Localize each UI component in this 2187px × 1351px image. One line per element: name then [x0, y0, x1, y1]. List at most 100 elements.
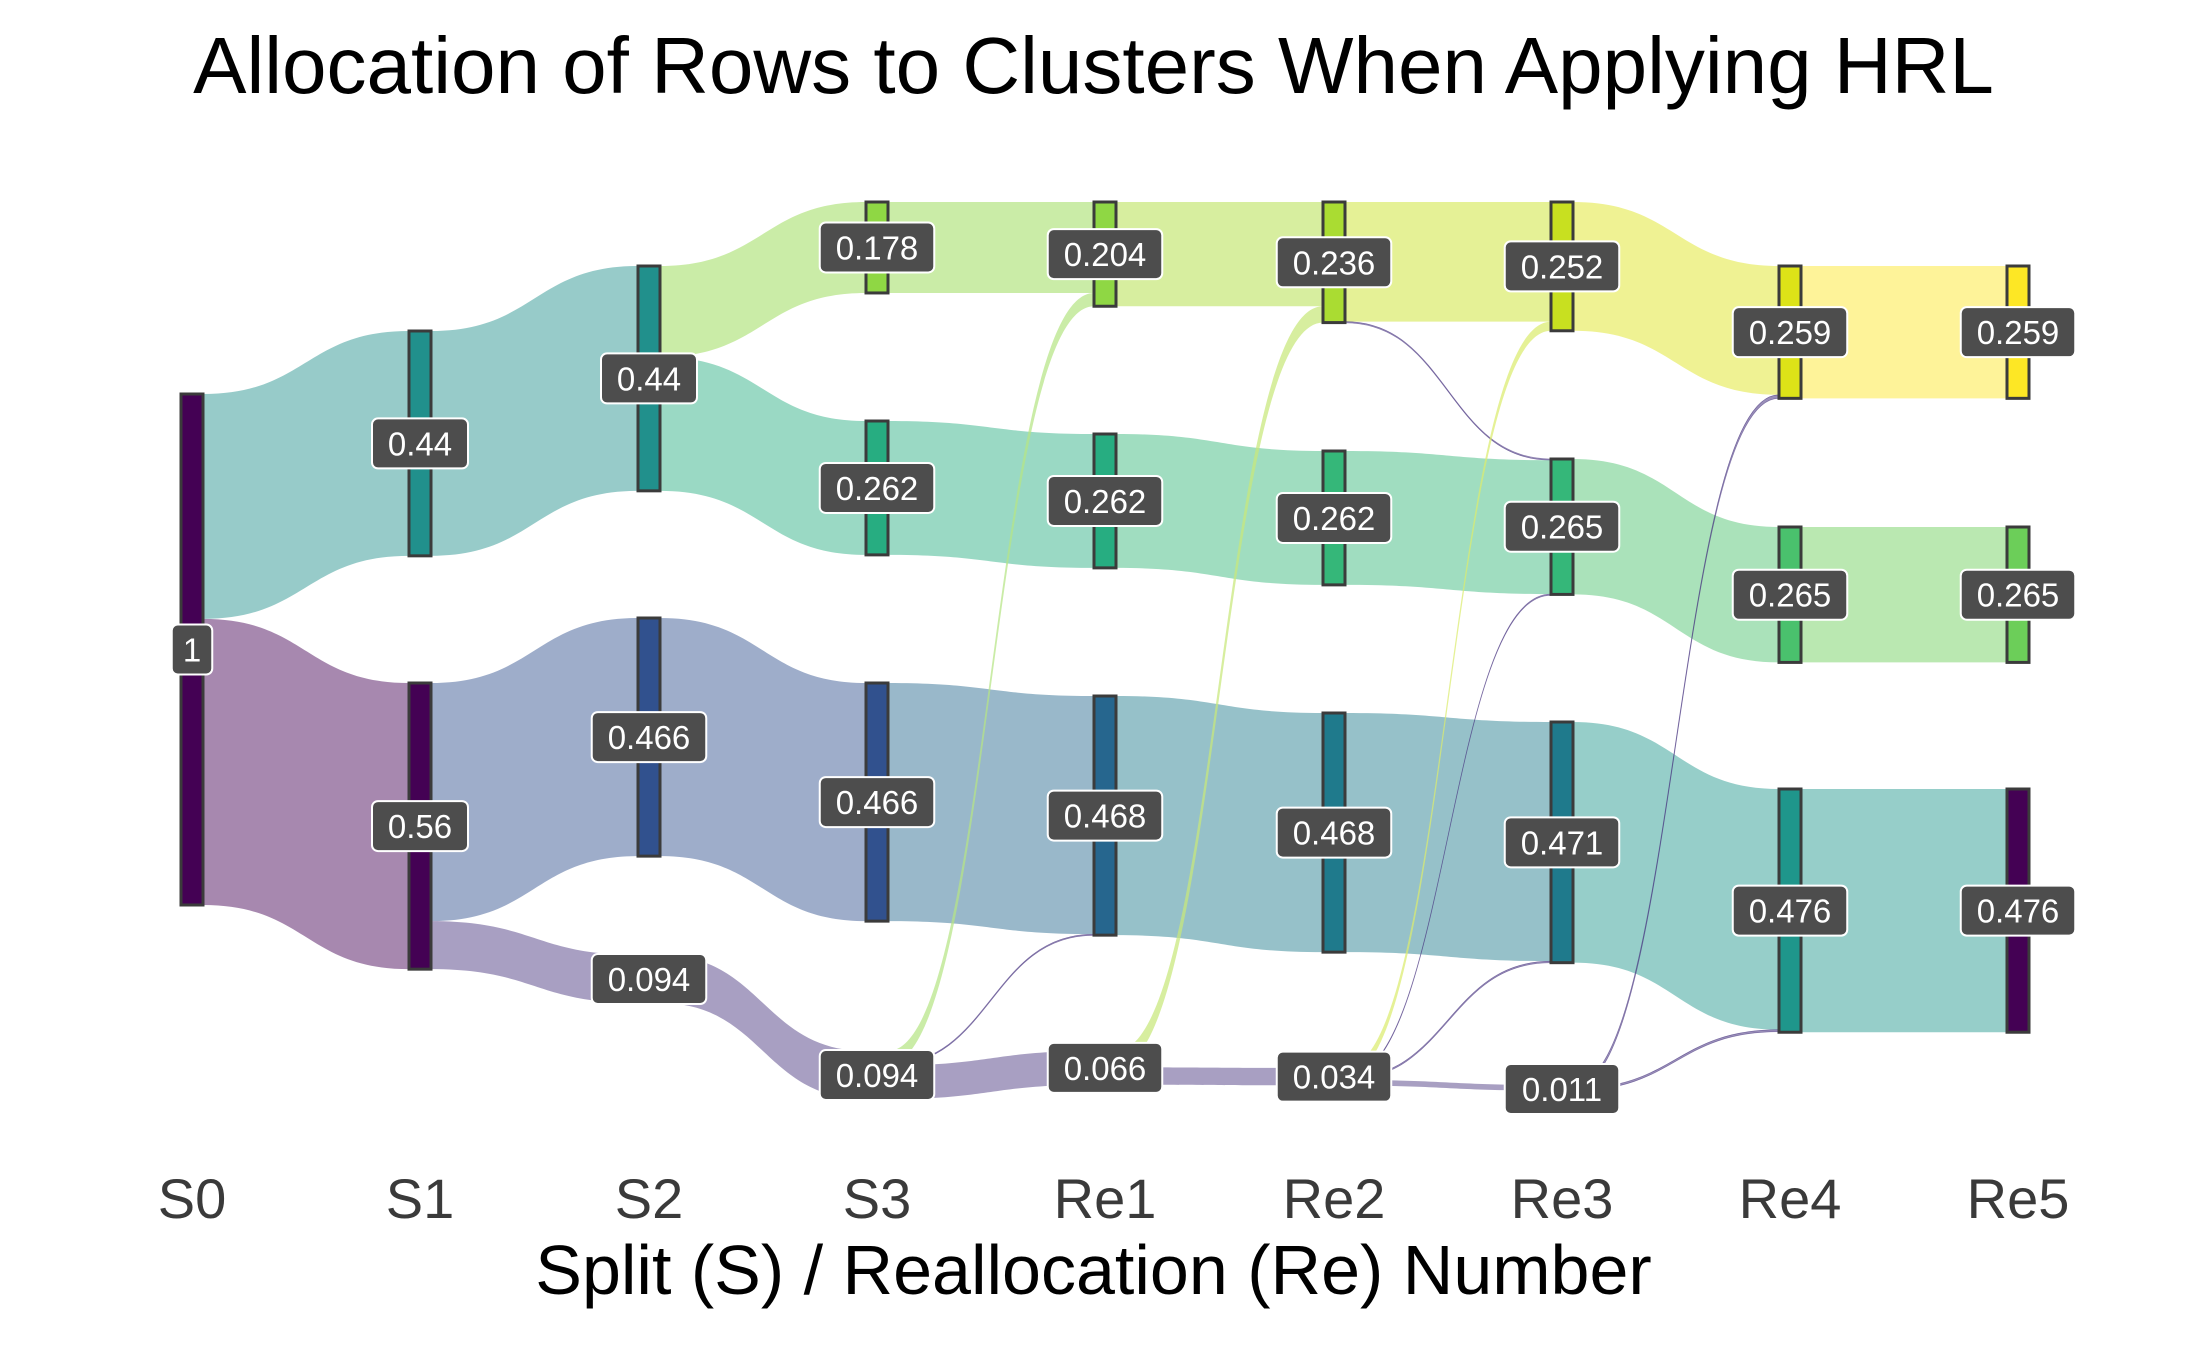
- value-label-r1d: 0.066: [1046, 1041, 1164, 1094]
- value-label-r2c: 0.468: [1275, 806, 1393, 859]
- value-label-text: 0.44: [617, 360, 681, 397]
- sankey-link-r1a-r2a: [1116, 202, 1323, 307]
- value-label-r5a: 0.259: [1959, 306, 2077, 359]
- value-label-text: 0.178: [836, 229, 919, 266]
- x-tick-re4: Re4: [1739, 1167, 1842, 1230]
- value-label-s1b: 0.56: [371, 800, 469, 853]
- sankey-link-r1b-r2b: [1116, 434, 1323, 585]
- x-tick-s1: S1: [386, 1167, 455, 1230]
- x-axis-label: Split (S) / Reallocation (Re) Number: [535, 1231, 1652, 1309]
- value-label-text: 0.265: [1749, 577, 1832, 614]
- value-label-text: 0.56: [388, 808, 452, 845]
- sankey-link-r3b-r4b: [1573, 459, 1779, 663]
- value-label-box: [1275, 1050, 1393, 1103]
- value-label-s3d: 0.094: [818, 1049, 936, 1102]
- x-axis-ticks: S0 S1 S2 S3 Re1 Re2 Re3 Re4 Re5: [158, 1167, 2070, 1230]
- sankey-link-r3c-r4c: [1573, 722, 1779, 1030]
- value-label-text: 0.259: [1977, 314, 2060, 351]
- value-label-box: [1959, 884, 2077, 937]
- sankey-value-labels: 1 0.44 0.56 0.44 0.466 0.094 0.178 0.262 0.466 0.…: [170, 221, 2077, 1115]
- value-label-s2a: 0.44: [600, 352, 698, 405]
- value-label-box: [1731, 306, 1849, 359]
- value-label-box: [1503, 1063, 1621, 1115]
- value-label-s0: 1: [170, 623, 214, 676]
- sankey-link-r2b-r3b: [1345, 451, 1551, 595]
- value-label-box: [1275, 806, 1393, 859]
- value-label-text: 1: [183, 632, 201, 669]
- value-label-box: [818, 461, 936, 514]
- value-label-r2a: 0.236: [1275, 236, 1393, 289]
- value-label-box: [1959, 568, 2077, 621]
- x-tick-re1: Re1: [1054, 1167, 1157, 1230]
- value-label-s3c: 0.466: [818, 776, 936, 829]
- value-label-text: 0.262: [1293, 500, 1376, 537]
- x-tick-re3: Re3: [1511, 1167, 1614, 1230]
- value-label-box: [818, 776, 936, 829]
- sankey-link-r2a-r3a: [1345, 202, 1551, 322]
- value-label-text: 0.476: [1749, 893, 1832, 930]
- sankey-link-r1c-r2c: [1116, 696, 1323, 953]
- sankey-link-s3a-r1a: [888, 202, 1094, 293]
- sankey-link-s2a-s3a: [660, 202, 866, 357]
- sankey-link-s3b-r1b: [888, 421, 1094, 568]
- value-label-text: 0.236: [1293, 244, 1376, 281]
- value-label-box: [371, 417, 469, 470]
- value-label-r4a: 0.259: [1731, 306, 1849, 359]
- value-label-box: [371, 800, 469, 853]
- value-label-text: 0.44: [388, 425, 452, 462]
- value-label-r5c: 0.476: [1959, 884, 2077, 937]
- value-label-text: 0.262: [836, 470, 919, 507]
- value-label-r1b: 0.262: [1046, 474, 1164, 527]
- x-tick-s0: S0: [158, 1167, 227, 1230]
- value-label-r3d: 0.011: [1503, 1063, 1621, 1115]
- value-label-box: [1503, 816, 1621, 869]
- value-label-r4c: 0.476: [1731, 884, 1849, 937]
- value-label-box: [1503, 500, 1621, 553]
- value-label-text: 0.468: [1293, 815, 1376, 852]
- sankey-link-r4b-r5b: [1801, 527, 2007, 663]
- sankey-link-s2a-s3b: [660, 356, 866, 555]
- value-label-box: [1275, 236, 1393, 289]
- sankey-link-r2d-r3d: [1345, 1079, 1551, 1091]
- value-label-r5b: 0.265: [1959, 568, 2077, 621]
- sankey-link-s1b-s2c: [431, 921, 638, 1004]
- value-label-r3b: 0.265: [1503, 500, 1621, 553]
- sankey-link-r4c-r5c: [1801, 789, 2007, 1033]
- sankey-link-s3d-r1a: [888, 292, 1094, 1065]
- sankey-link-s2c-s3d: [660, 955, 866, 1100]
- value-label-box: [1046, 474, 1164, 527]
- value-label-box: [1503, 240, 1621, 293]
- value-label-text: 0.471: [1521, 824, 1604, 861]
- value-label-box: [590, 711, 708, 764]
- value-label-box: [590, 953, 708, 1006]
- value-label-r1c: 0.468: [1046, 789, 1164, 842]
- value-label-box: [1275, 491, 1393, 544]
- value-label-box: [170, 623, 214, 676]
- value-label-text: 0.466: [836, 784, 919, 821]
- sankey-link-s1a-s2a: [431, 266, 638, 556]
- value-label-r4b: 0.265: [1731, 568, 1849, 621]
- value-label-text: 0.466: [608, 719, 691, 756]
- value-label-s3b: 0.262: [818, 461, 936, 514]
- value-label-r3a: 0.252: [1503, 240, 1621, 293]
- value-label-box: [1046, 789, 1164, 842]
- value-label-r2b: 0.262: [1275, 491, 1393, 544]
- value-label-r2d: 0.034: [1275, 1050, 1393, 1103]
- value-label-s2b: 0.466: [590, 711, 708, 764]
- value-label-text: 0.034: [1293, 1059, 1376, 1096]
- value-label-s2c: 0.094: [590, 953, 708, 1006]
- sankey-link-r1d-r2a: [1116, 306, 1323, 1068]
- sankey-link-r4a-r5a: [1801, 266, 2007, 399]
- chart-title: Allocation of Rows to Clusters When Appl…: [193, 21, 1994, 110]
- sankey-link-s0-s1a: [203, 331, 409, 619]
- value-label-box: [1046, 228, 1164, 281]
- sankey-link-r2a-r3b: [1344, 321, 1552, 461]
- sankey-link-r2d-r3a: [1345, 321, 1551, 1078]
- value-label-box: [818, 221, 936, 274]
- x-tick-s2: S2: [615, 1167, 684, 1230]
- value-label-box: [1731, 884, 1849, 937]
- sankey-link-r1d-r2d: [1116, 1067, 1323, 1086]
- value-label-text: 0.262: [1064, 483, 1147, 520]
- value-label-text: 0.476: [1977, 893, 2060, 930]
